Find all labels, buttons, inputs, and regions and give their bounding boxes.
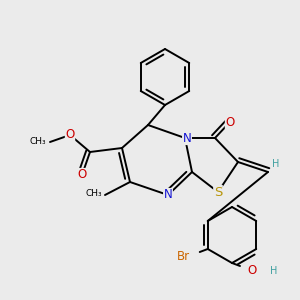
Text: O: O <box>77 169 87 182</box>
Text: O: O <box>225 116 235 128</box>
Text: N: N <box>164 188 172 202</box>
Text: H: H <box>270 266 278 276</box>
Text: Br: Br <box>177 250 190 263</box>
Text: H: H <box>272 159 280 169</box>
Text: CH₃: CH₃ <box>29 137 46 146</box>
Text: S: S <box>214 185 222 199</box>
Text: N: N <box>183 131 191 145</box>
Text: O: O <box>248 265 256 278</box>
Text: CH₃: CH₃ <box>85 188 102 197</box>
Text: O: O <box>65 128 75 142</box>
